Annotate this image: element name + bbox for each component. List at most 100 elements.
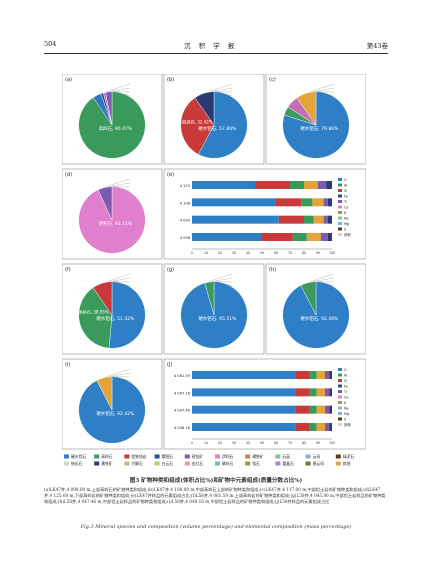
pie-slice bbox=[296, 91, 317, 126]
slice-label: 高岭石, 38.95% bbox=[79, 308, 109, 314]
bar-segment bbox=[309, 405, 317, 414]
bar-segment bbox=[304, 215, 314, 224]
leader-line bbox=[207, 83, 233, 92]
bar-segment bbox=[304, 181, 318, 189]
bar-segment bbox=[295, 405, 310, 414]
bar-legend-label: S bbox=[344, 418, 346, 422]
slice-label: 硬水铝石, 79.86% bbox=[300, 125, 339, 132]
panel-id: (f) bbox=[65, 267, 71, 273]
bar-legend-label: Fe bbox=[344, 195, 348, 199]
panel-id: (e) bbox=[167, 172, 174, 178]
legend-label: 重晶石 bbox=[282, 461, 294, 466]
bar-legend-label: Mg bbox=[344, 222, 349, 226]
bar-legend-label: Na bbox=[344, 217, 349, 221]
x-tick-label: 0 bbox=[191, 441, 193, 445]
leader-line bbox=[312, 277, 335, 282]
slice-label: 硬水铝石, 57.86% bbox=[198, 125, 237, 132]
slice-label: 铝铁质岩, 32.42% bbox=[179, 118, 213, 124]
bar-segment bbox=[323, 215, 328, 224]
pie-slice bbox=[108, 281, 146, 349]
bar-segment bbox=[327, 233, 332, 241]
x-tick-label: 100 bbox=[329, 441, 335, 445]
journal-title: 沉 积 学 报 bbox=[184, 42, 238, 50]
bar-segment bbox=[192, 215, 279, 224]
legend-swatch bbox=[215, 461, 220, 466]
bar-segment bbox=[309, 388, 317, 397]
leader-line bbox=[114, 281, 131, 287]
pie-panel: (d) 伊利石, 93.11% bbox=[62, 168, 163, 260]
leader-line bbox=[108, 182, 131, 187]
bar-legend-label: Ca bbox=[344, 396, 348, 400]
pie-slice bbox=[204, 281, 215, 316]
bar-legend-label: O bbox=[344, 178, 347, 182]
bar-segment bbox=[313, 215, 324, 224]
pie-slice bbox=[78, 287, 113, 349]
bar-segment bbox=[312, 198, 324, 207]
legend-label: 方解石 bbox=[131, 461, 143, 466]
x-tick-label: 60 bbox=[274, 251, 278, 255]
bar-segment bbox=[278, 215, 304, 224]
x-tick-label: 20 bbox=[218, 251, 222, 255]
legend-label: 锐钛矿 bbox=[192, 454, 204, 459]
running-header: 504 沉 积 学 报 第43卷 bbox=[44, 40, 388, 54]
leader-line bbox=[108, 87, 131, 92]
bar-legend-label: Fe bbox=[344, 385, 348, 389]
legend-label: 伊利石 bbox=[222, 454, 234, 459]
bar-legend-swatch bbox=[338, 379, 342, 382]
legend-swatch bbox=[154, 461, 160, 466]
bar-row-label: 4 048.16 bbox=[174, 426, 191, 430]
pie-panel: (b) 硬水铝石, 57.86%铝铁质岩, 32.42% bbox=[163, 74, 265, 165]
legend-label: 磷灰石 bbox=[222, 461, 234, 466]
legend-label: 高岭石 bbox=[101, 454, 113, 459]
bar-legend-label: Ca bbox=[344, 206, 348, 210]
x-tick-label: 70 bbox=[288, 251, 292, 255]
bar-legend-swatch bbox=[338, 417, 342, 421]
legend-label: 锆石 bbox=[252, 461, 260, 466]
pie-slice bbox=[92, 281, 113, 316]
figure-3: (a) 高岭石, 90.47% (b) 硬水铝石, 57.86%铝铁质岩, 32.42… bbox=[62, 74, 366, 466]
bar-segment bbox=[329, 371, 332, 379]
bar-segment bbox=[309, 423, 317, 431]
bar-segment bbox=[192, 198, 276, 207]
leader-line bbox=[210, 87, 233, 92]
leader-line bbox=[105, 273, 131, 282]
legend-swatch bbox=[245, 454, 251, 459]
legend-label: 黑云母 bbox=[313, 461, 325, 466]
bar-segment bbox=[292, 233, 307, 241]
bar-row-label: 4 047.46 bbox=[174, 409, 191, 413]
legend-label: 白云石 bbox=[162, 461, 174, 466]
volume-number: 第43卷 bbox=[366, 42, 388, 50]
x-tick-label: 0 bbox=[191, 251, 193, 255]
pie-slice bbox=[105, 91, 113, 126]
bar-legend-label: K bbox=[344, 211, 347, 215]
pie-slice bbox=[96, 376, 113, 411]
bar-legend-swatch bbox=[338, 216, 342, 220]
slice-label: 高岭石, 90.47% bbox=[99, 125, 133, 132]
x-tick-label: 20 bbox=[218, 441, 222, 445]
bar-legend-swatch bbox=[338, 227, 342, 231]
legend-swatch bbox=[124, 461, 130, 466]
leader-line bbox=[114, 376, 131, 382]
bar-segment bbox=[309, 371, 317, 379]
bar-segment bbox=[192, 388, 296, 397]
bar-row-label: 4 047.16 bbox=[174, 391, 191, 395]
bar-legend-swatch bbox=[338, 200, 342, 203]
slice-label: 伊利石, 93.11% bbox=[99, 220, 133, 227]
slice-label: 硬水铝石, 92.42% bbox=[96, 410, 135, 417]
leader-line bbox=[105, 368, 131, 377]
x-tick-label: 80 bbox=[302, 251, 306, 255]
bar-segment bbox=[192, 233, 262, 241]
bar-row-label: 4 108 bbox=[180, 201, 191, 205]
legend-label: 铝铁质岩 bbox=[131, 454, 146, 459]
bar-segment bbox=[192, 423, 296, 431]
panel-id: (b) bbox=[167, 77, 174, 83]
panel-id: (d) bbox=[65, 172, 72, 178]
bar-segment bbox=[327, 215, 332, 224]
bar-segment bbox=[329, 423, 332, 431]
bar-legend-label: Ti bbox=[343, 200, 347, 204]
legend-label: 蒙脱石 bbox=[162, 454, 174, 459]
legend-swatch bbox=[94, 454, 100, 459]
bar-legend-label: Al bbox=[344, 184, 347, 188]
pie-slice bbox=[300, 281, 317, 316]
x-tick-label: 70 bbox=[288, 441, 292, 445]
